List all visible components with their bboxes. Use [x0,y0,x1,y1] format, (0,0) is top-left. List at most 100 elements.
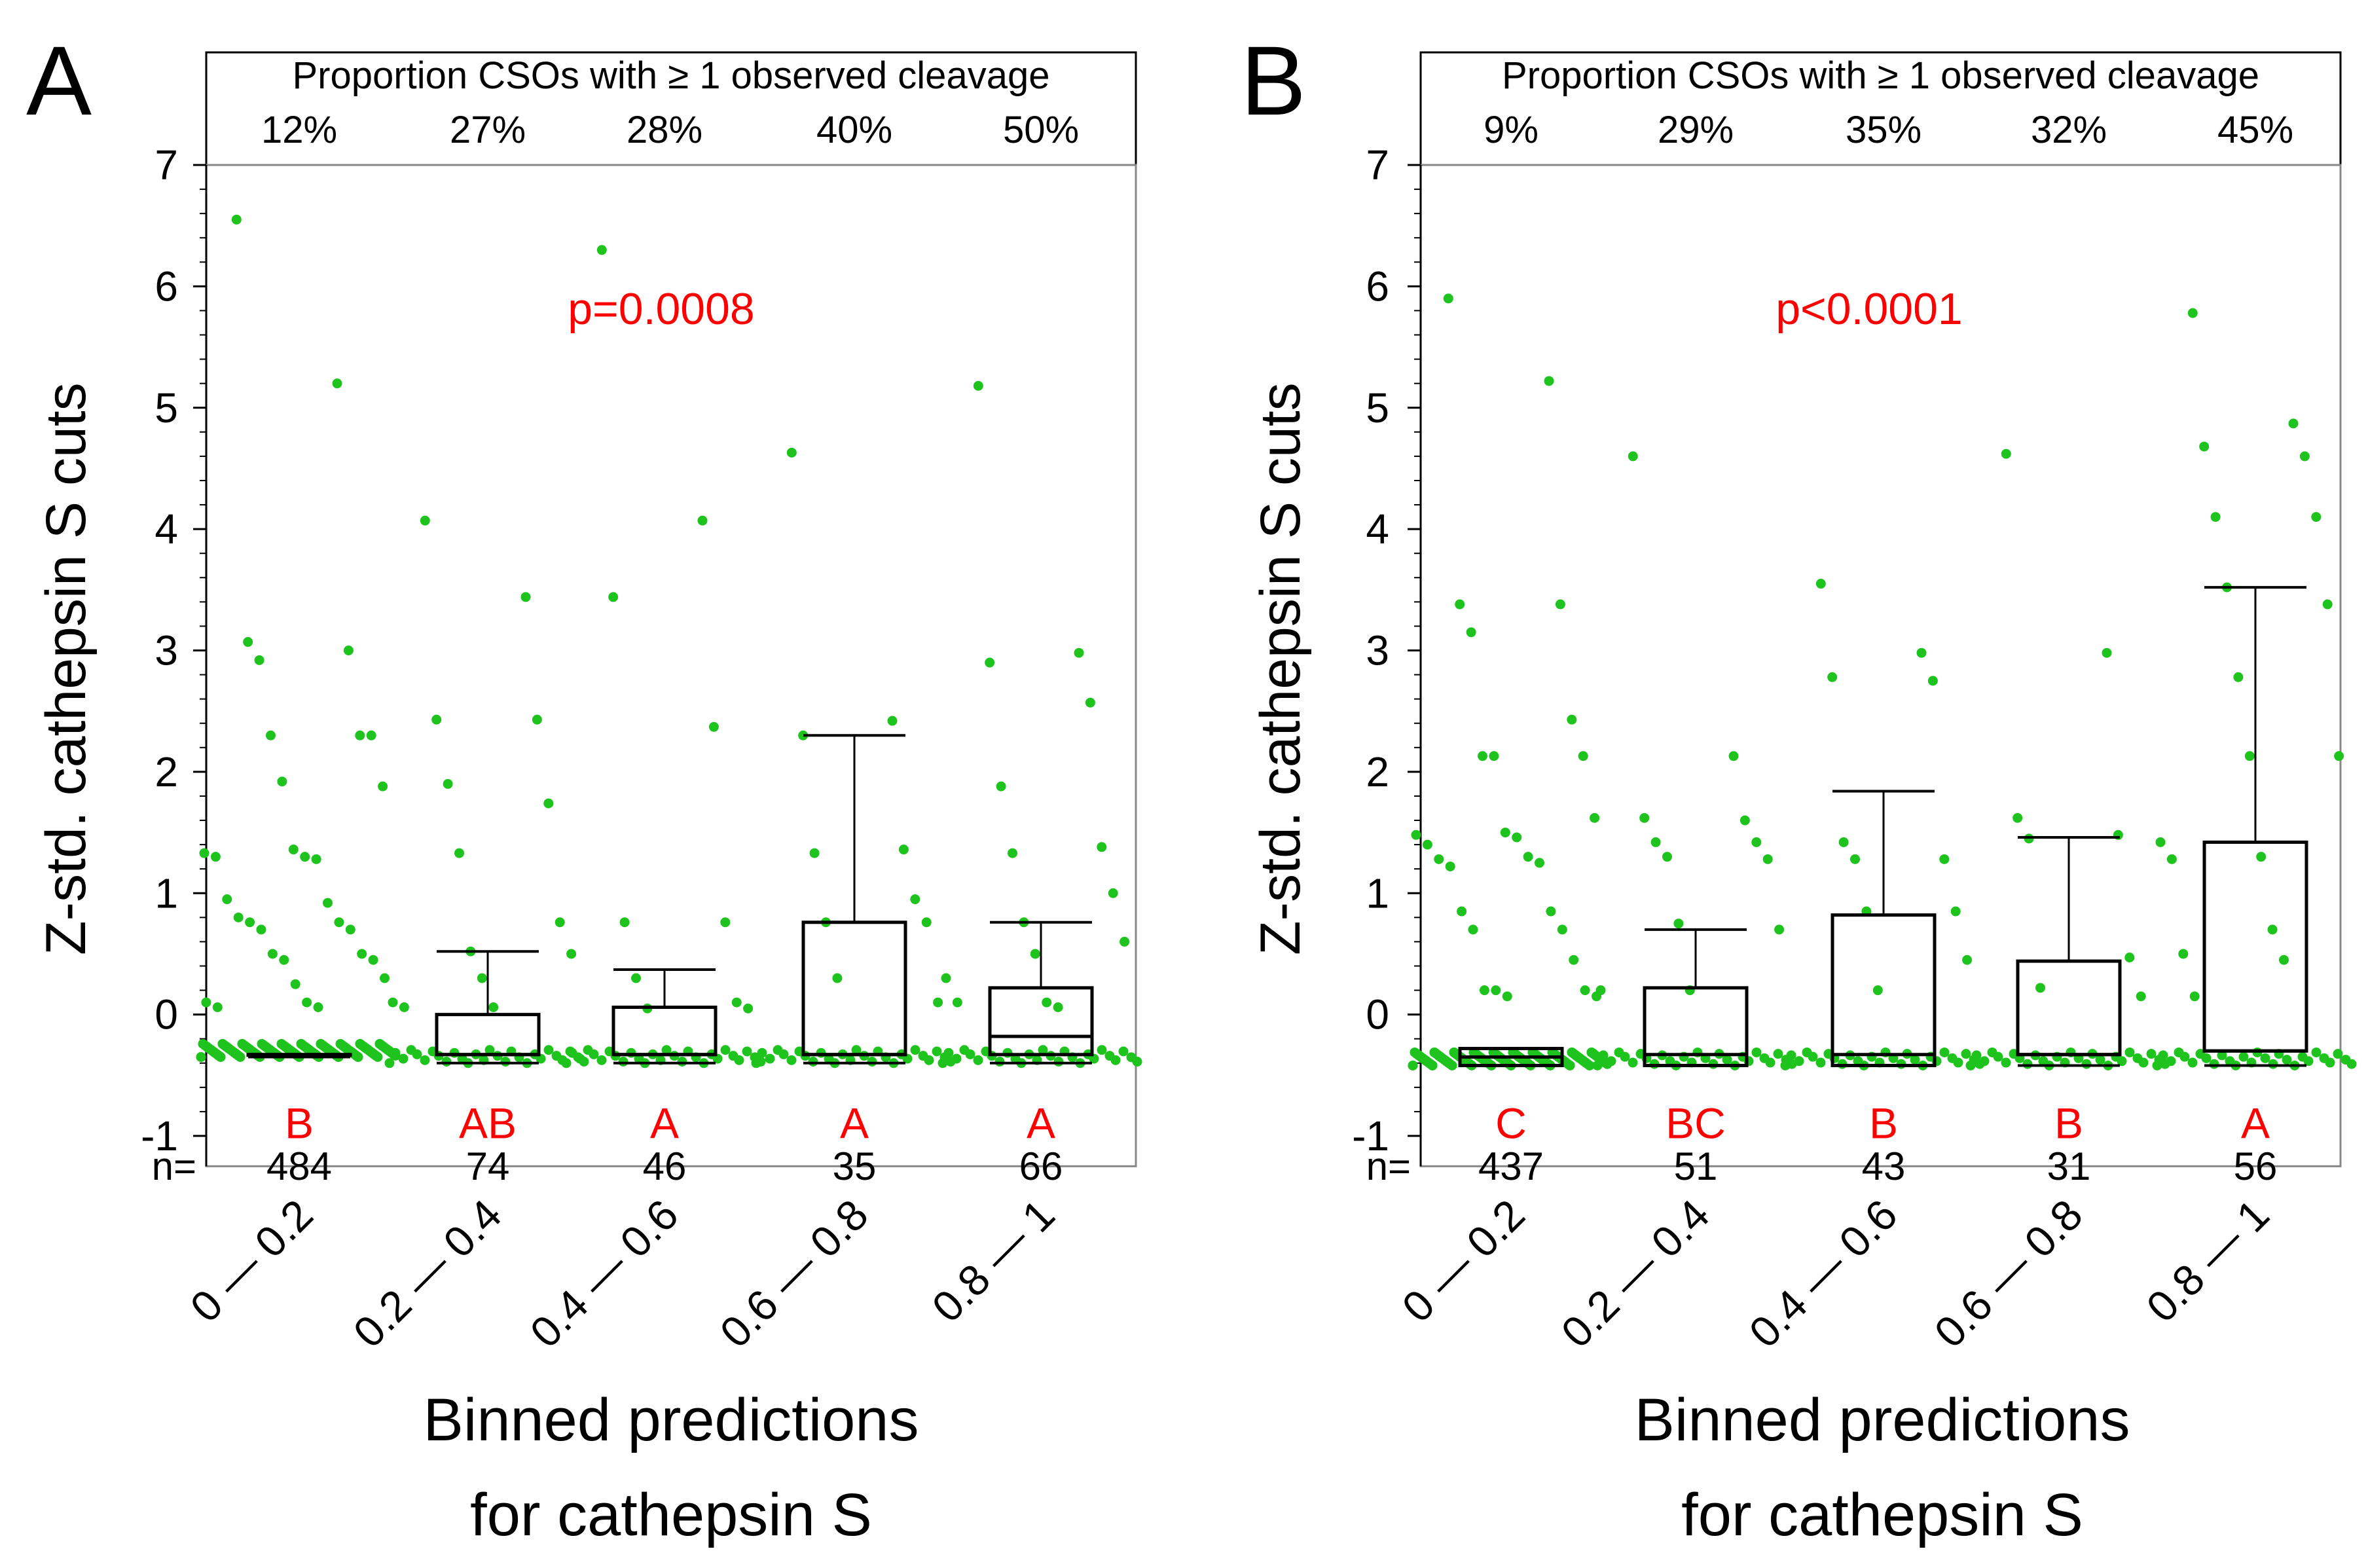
data-point [374,1038,385,1049]
data-point [477,973,487,983]
data-point [2095,1055,2105,1065]
data-point [532,714,542,725]
data-point [245,917,255,928]
data-point [924,1055,934,1065]
data-point [1592,1060,1603,1070]
data-point [264,1044,275,1055]
data-point [996,781,1006,792]
y-tick-label: 1 [155,869,178,917]
data-point [1774,924,1785,935]
data-point [697,515,708,526]
data-point [1038,1045,1048,1055]
data-point [1433,1050,1444,1061]
data-point [380,973,390,983]
data-point [302,997,312,1008]
data-point [973,1055,983,1065]
data-point [1728,751,1739,761]
data-point [596,245,607,255]
data-point [596,1055,607,1065]
data-point [1965,1060,1976,1070]
data-point [2102,647,2112,658]
box [988,986,1094,1057]
data-point [832,973,843,983]
data-point [575,1053,585,1064]
box [801,921,907,1057]
data-point [1468,924,1478,935]
data-point [2325,1057,2335,1068]
data-point [243,637,253,647]
significance-letter: A [1027,1099,1055,1147]
data-point [1008,848,1017,858]
data-point [366,730,376,740]
data-point [2233,672,2244,682]
data-point [1962,955,1973,965]
data-point [229,1048,240,1058]
n-label: 31 [2047,1144,2091,1188]
data-point [1662,852,1672,862]
data-point [712,1053,723,1064]
data-point [1097,842,1107,852]
data-point [279,955,289,965]
data-point [449,1048,460,1058]
data-point [1606,1056,1616,1067]
category-label: 0 — 0.2 [1393,1190,1534,1332]
data-point [1773,1049,1783,1059]
data-point [1950,906,1961,917]
significance-letter: B [1869,1099,1898,1147]
data-point [355,730,365,740]
box [1831,913,1937,1067]
proportion-header-title: Proportion CSOs with ≥ 1 observed cleava… [1502,54,2259,97]
proportion-label: 9% [1484,109,1539,151]
data-point [412,1049,422,1059]
data-point [536,1053,546,1064]
data-point [1110,1055,1121,1065]
data-point [619,917,630,928]
x-axis-title-line1: Binned predictions [424,1387,919,1453]
data-point [2322,599,2333,610]
data-point [1422,839,1432,850]
data-point [2124,952,2135,962]
data-point [2260,1053,2270,1063]
data-point [921,917,932,928]
data-point [1740,815,1750,826]
proportion-label: 29% [1658,109,1734,151]
data-point [2201,1053,2212,1063]
data-point [1089,1053,1099,1064]
n-label: 66 [1019,1144,1063,1188]
data-point [1500,828,1510,838]
data-point [210,852,221,862]
category-label: 0.4 — 0.6 [1740,1190,1906,1357]
data-point [2124,1047,2135,1057]
p-value-label: p<0.0001 [1776,284,1963,334]
data-point [1639,812,1650,823]
data-point [1567,714,1577,725]
y-tick-label: 4 [155,505,178,553]
data-point [200,1040,210,1051]
data-point [1108,888,1118,898]
data-point [1628,1057,1638,1068]
panel-label: B [1241,26,1306,136]
data-point [378,781,388,792]
category-label: 0.6 — 0.8 [710,1190,877,1357]
data-point [2166,854,2177,864]
data-point [1850,854,1860,864]
data-point [302,1043,312,1053]
n-label: 46 [643,1144,687,1188]
data-point [1053,1057,1064,1067]
data-point [2288,418,2299,429]
data-point [1466,627,1476,638]
data-point [488,1002,499,1013]
p-value-label: p=0.0008 [568,284,755,334]
data-point [1457,906,1467,917]
data-point [2267,924,2278,935]
data-point [778,1049,789,1059]
data-point [1961,1049,1971,1059]
data-point [1502,991,1512,1002]
data-point [2155,837,2166,847]
data-point [500,1057,511,1067]
data-point [985,657,995,668]
data-point [898,845,909,855]
proportion-label: 40% [816,109,892,151]
data-point [1578,751,1588,761]
proportion-header-title: Proportion CSOs with ≥ 1 observed cleava… [293,54,1050,97]
